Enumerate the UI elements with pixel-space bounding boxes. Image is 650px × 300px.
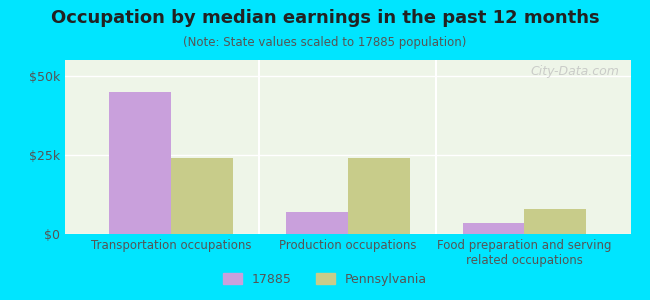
Bar: [348, 158, 410, 234]
Text: (Note: State values scaled to 17885 population): (Note: State values scaled to 17885 popu…: [183, 36, 467, 49]
Bar: [286, 212, 348, 234]
Legend: 17885, Pennsylvania: 17885, Pennsylvania: [218, 268, 432, 291]
Text: Occupation by median earnings in the past 12 months: Occupation by median earnings in the pas…: [51, 9, 599, 27]
Bar: [109, 92, 171, 234]
Bar: [171, 158, 233, 234]
Text: City-Data.com: City-Data.com: [530, 65, 619, 78]
Bar: [463, 223, 525, 234]
Bar: [525, 209, 586, 234]
